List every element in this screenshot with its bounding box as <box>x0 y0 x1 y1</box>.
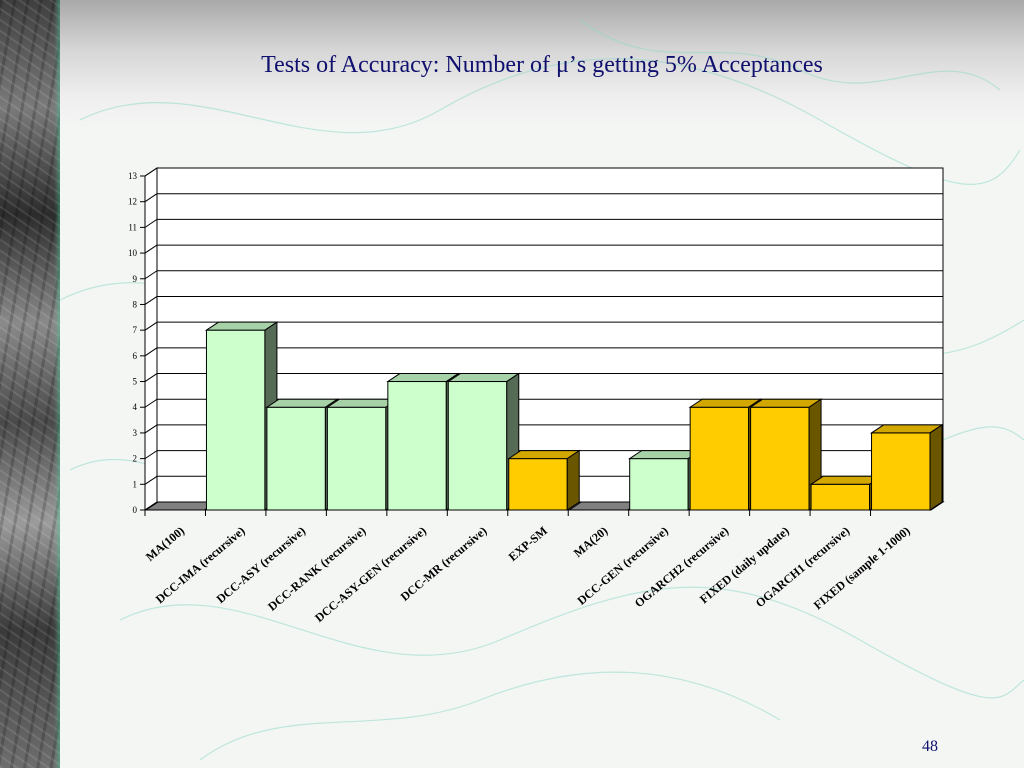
bar-front <box>508 458 568 511</box>
bar <box>748 398 823 511</box>
bar-zero <box>567 501 642 511</box>
bar <box>446 372 521 511</box>
gridline-side <box>144 218 158 228</box>
y-tick-label: 10 <box>128 248 138 258</box>
y-tick-label: 5 <box>133 377 138 387</box>
bar-front <box>447 381 508 511</box>
bar-front <box>750 406 810 511</box>
x-category-label: MA(20) <box>571 524 611 560</box>
page-number: 48 <box>922 738 938 755</box>
bar <box>144 501 219 511</box>
bar-zero <box>144 501 219 511</box>
y-tick-label: 0 <box>133 505 138 515</box>
gridline-side <box>144 296 158 305</box>
bar <box>869 423 944 511</box>
gridline-side <box>144 398 158 408</box>
gridline-side <box>144 424 158 434</box>
bar-front <box>871 432 931 511</box>
bar-front <box>326 406 387 511</box>
bar <box>628 449 702 511</box>
slide-title: Tests of Accuracy: Number of μ’s getting… <box>261 52 823 78</box>
bar <box>265 398 340 511</box>
bar-front <box>205 329 266 511</box>
gridline-side <box>144 270 158 280</box>
bar <box>688 398 763 511</box>
bar-front <box>689 406 750 511</box>
bar <box>204 321 279 511</box>
plot-side-wall <box>144 167 158 511</box>
decorative-side-strip <box>0 0 60 768</box>
x-category-label: DCC-RANK (recursive) <box>265 524 369 614</box>
x-category-label: EXP-SM <box>506 524 550 564</box>
bar-front <box>810 483 871 511</box>
bar-side <box>566 449 580 511</box>
gridline-side <box>144 475 158 485</box>
gridline-side <box>144 450 158 460</box>
y-tick-label: 8 <box>133 299 138 309</box>
y-tick-label: 1 <box>133 479 138 489</box>
bar-side <box>929 423 943 511</box>
bar <box>567 501 642 511</box>
x-category-label: MA(100) <box>143 524 187 564</box>
bar <box>386 372 460 511</box>
y-tick-label: 3 <box>133 428 138 438</box>
y-tick-label: 2 <box>133 454 138 464</box>
gridline-side <box>144 244 158 254</box>
gridline-side <box>144 193 158 203</box>
y-tick-label: 7 <box>133 325 138 335</box>
bar-front <box>629 458 689 511</box>
gridline-side <box>144 167 158 177</box>
gridline-side <box>144 321 158 331</box>
bar-front <box>266 406 326 511</box>
gridline-side <box>144 347 158 357</box>
y-tick-label: 11 <box>128 222 137 232</box>
bar <box>507 449 581 511</box>
x-axis-labels: MA(100)DCC-IMA (recursive)DCC-ASY (recur… <box>143 510 913 625</box>
bar <box>325 398 400 511</box>
y-tick-label: 4 <box>133 402 138 412</box>
y-tick-label: 13 <box>128 171 138 181</box>
y-tick-label: 6 <box>133 351 138 361</box>
bars <box>144 321 944 511</box>
y-tick-label: 12 <box>128 197 137 207</box>
bar-front <box>387 381 447 511</box>
x-category-label: DCC-ASY-GEN (recursive) <box>312 524 429 625</box>
gridline-side <box>144 373 158 382</box>
bar <box>809 475 884 511</box>
y-tick-label: 9 <box>133 274 138 284</box>
